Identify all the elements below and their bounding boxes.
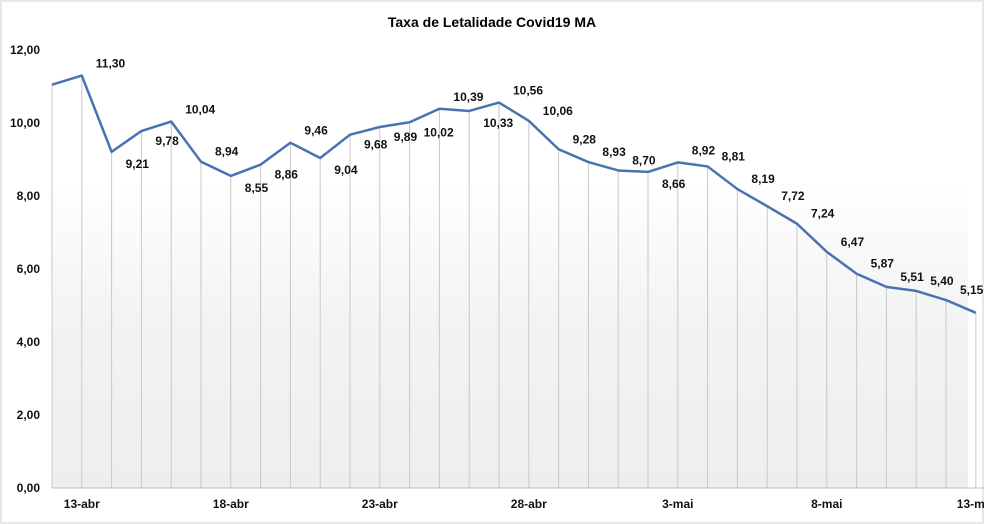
drop-lines [51,75,977,488]
x-tick-label: 28-abr [511,497,547,511]
data-label: 9,89 [394,130,418,144]
data-label: 9,21 [126,157,150,171]
data-label: 9,78 [155,134,179,148]
data-label: 8,70 [632,153,656,167]
x-tick-label: 13-mai [957,497,984,511]
plot-background [52,180,968,488]
data-label: 9,68 [364,138,388,152]
data-label: 10,56 [513,84,543,98]
data-label: 10,33 [483,116,513,130]
data-label: 5,15 [960,283,984,297]
data-label: 8,86 [275,168,299,182]
x-tick-label: 18-abr [213,497,249,511]
x-tick-label: 3-mai [662,497,693,511]
data-label: 9,46 [304,124,328,138]
data-label: 8,94 [215,145,239,159]
data-label: 8,66 [662,177,686,191]
chart-title: Taxa de Letalidade Covid19 MA [388,14,596,30]
series-line-group [51,74,977,314]
x-tick-label: 23-abr [362,497,398,511]
series-line [51,74,977,314]
y-tick-label: 10,00 [10,116,40,130]
data-label: 5,87 [871,257,895,271]
data-label: 8,93 [602,145,626,159]
y-tick-label: 2,00 [17,408,41,422]
data-label: 10,06 [543,104,573,118]
x-tick-label: 8-mai [811,497,842,511]
y-tick-label: 4,00 [17,335,41,349]
data-label: 8,81 [722,149,746,163]
y-tick-label: 6,00 [17,262,41,276]
axes: 0,00 2,00 4,00 6,00 8,00 10,00 12,00 13-abr 18-a… [10,43,984,511]
data-label: 9,28 [573,132,597,146]
data-label: 7,72 [781,189,805,203]
data-label: 5,40 [930,274,954,288]
data-label: 7,24 [811,207,835,221]
data-label: 9,04 [334,163,358,177]
data-label: 8,92 [692,143,716,157]
data-label: 8,55 [245,181,269,195]
data-label: 10,39 [453,90,483,104]
y-tick-label: 12,00 [10,43,40,57]
y-tick-label: 0,00 [17,481,41,495]
data-labels: 11,30 9,21 9,78 10,04 8,94 8,55 8,86 9,46 9,04 9,… [96,57,984,297]
data-label: 11,30 [96,57,126,71]
y-tick-label: 8,00 [17,189,41,203]
data-label: 5,51 [900,270,924,284]
data-label: 10,04 [185,103,215,117]
data-label: 8,19 [751,172,775,186]
data-label: 6,47 [841,235,865,249]
data-label: 10,02 [424,125,454,139]
x-tick-label: 13-abr [64,497,100,511]
